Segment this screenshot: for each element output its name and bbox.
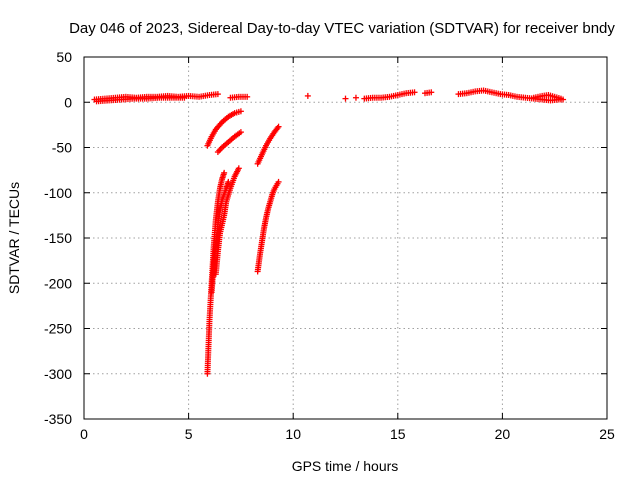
data-point <box>214 91 221 98</box>
axis-ticks: 0 5 10 15 20 25 50 0 -50 -100 -150 -200 -250 -300 -350 <box>44 49 615 442</box>
data-point <box>181 94 188 101</box>
series-group <box>91 91 251 105</box>
x-tick-label: 20 <box>495 426 511 442</box>
y-tick-label: -300 <box>44 366 72 382</box>
y-tick-label: -250 <box>44 321 72 337</box>
data-point <box>352 94 359 101</box>
y-tick-label: 50 <box>56 49 72 65</box>
y-tick-label: -200 <box>44 275 72 291</box>
y-tick-label: -350 <box>44 411 72 427</box>
data-point <box>557 95 564 102</box>
series-group <box>254 123 282 275</box>
x-tick-label: 25 <box>599 426 615 442</box>
y-axis-label: SDTVAR / TECUs <box>6 182 22 294</box>
x-tick-label: 10 <box>285 426 301 442</box>
data-point <box>221 169 228 176</box>
data-point <box>275 123 282 130</box>
chart-title: Day 046 of 2023, Sidereal Day-to-day VTE… <box>69 20 615 37</box>
data-points <box>91 87 567 377</box>
series-group <box>361 87 567 104</box>
data-point <box>237 108 244 115</box>
y-tick-label: 0 <box>64 94 72 110</box>
x-tick-label: 0 <box>80 426 88 442</box>
y-tick-label: -50 <box>52 140 72 156</box>
x-axis-label: GPS time / hours <box>292 458 399 474</box>
x-tick-label: 15 <box>390 426 406 442</box>
y-tick-label: -100 <box>44 185 72 201</box>
plot-frame <box>83 56 608 420</box>
series-group <box>304 92 359 102</box>
data-point <box>428 89 435 96</box>
data-point <box>275 178 282 185</box>
data-point <box>235 165 242 172</box>
data-point <box>304 92 311 99</box>
data-point <box>244 93 251 100</box>
y-tick-label: -150 <box>44 230 72 246</box>
x-tick-label: 5 <box>185 426 193 442</box>
data-point <box>237 129 244 136</box>
data-point <box>342 95 349 102</box>
series-group <box>204 108 244 377</box>
grid-lines <box>84 57 607 419</box>
data-point <box>411 89 418 96</box>
